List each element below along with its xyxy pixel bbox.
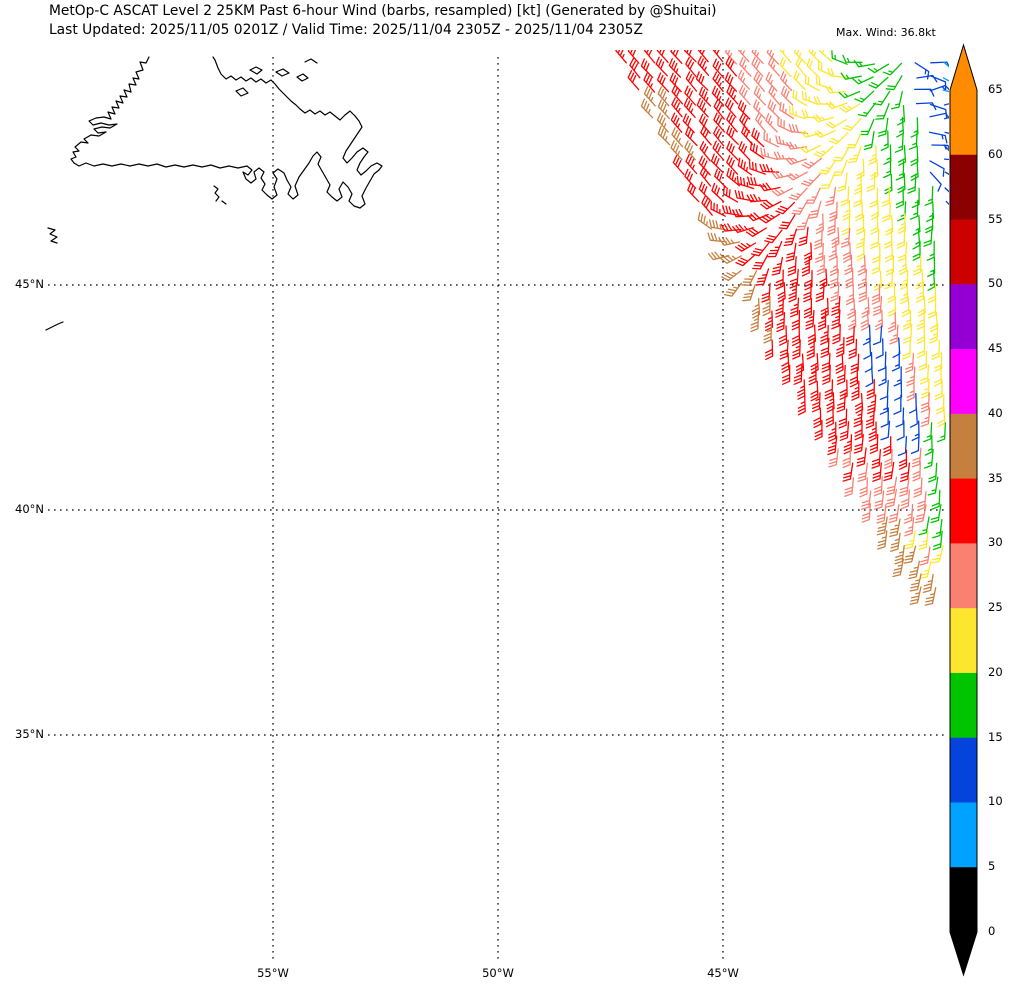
lat-tick-label: 40°N	[15, 502, 44, 516]
colorbar	[949, 43, 978, 977]
lon-tick-label: 50°W	[482, 966, 514, 980]
colorbar-tick-label: 45	[988, 341, 1003, 356]
colorbar-tick-label: 30	[988, 535, 1003, 550]
colorbar-tick-label: 10	[988, 794, 1003, 809]
lat-tick-label: 45°N	[15, 277, 44, 291]
max-wind-label: Max. Wind: 36.8kt	[836, 26, 936, 39]
lon-tick-label: 55°W	[257, 966, 289, 980]
colorbar-tick-label: 15	[988, 729, 1003, 744]
coastline-layer	[45, 56, 383, 331]
page-subtitle: Last Updated: 2025/11/05 0201Z / Valid T…	[49, 22, 643, 38]
colorbar-tick-label: 50	[988, 276, 1003, 291]
gridlines-layer	[48, 57, 948, 962]
wind-barbs-layer	[615, 50, 949, 606]
colorbar-tick-label: 35	[988, 470, 1003, 485]
colorbar-tick-label: 25	[988, 600, 1003, 615]
lat-tick-label: 35°N	[15, 727, 44, 741]
colorbar-tick-label: 65	[988, 82, 1003, 96]
colorbar-tick-label: 60	[988, 146, 1003, 161]
colorbar-tick-label: 5	[988, 859, 996, 874]
colorbar-tick-label: 40	[988, 405, 1003, 420]
colorbar-tick-label: 55	[988, 211, 1003, 226]
page-title: MetOp-C ASCAT Level 2 25KM Past 6-hour W…	[49, 3, 717, 19]
colorbar-tick-label: 0	[988, 924, 996, 938]
lon-tick-label: 45°W	[707, 966, 739, 980]
colorbar-tick-label: 20	[988, 664, 1003, 679]
